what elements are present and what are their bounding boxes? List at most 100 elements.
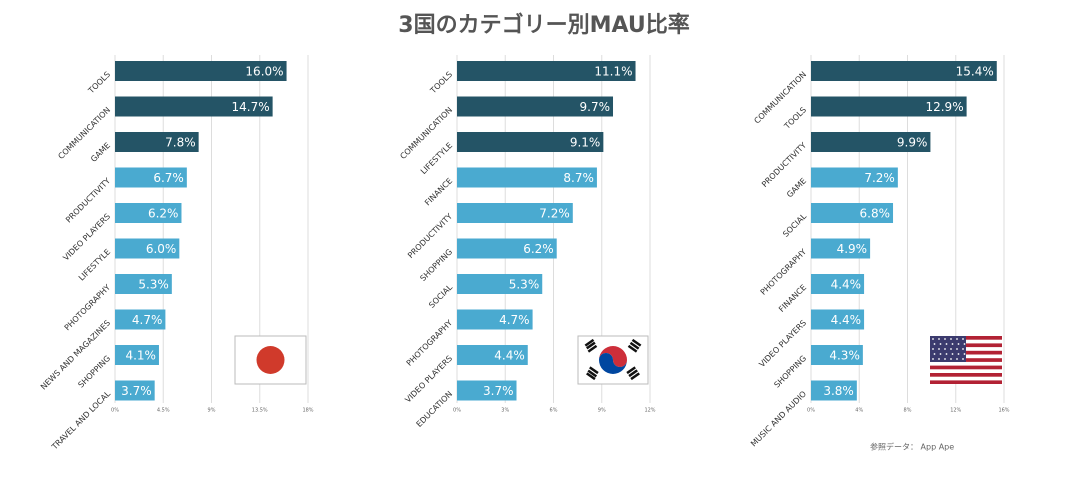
- flag-sun: [256, 346, 285, 374]
- star: [950, 348, 952, 350]
- star: [944, 338, 946, 340]
- bar: [115, 345, 159, 365]
- flag-taegeuk-blue: [599, 353, 627, 374]
- value-label: 11.1%: [594, 65, 632, 79]
- value-label: 4.7%: [499, 313, 530, 327]
- value-label: 6.2%: [148, 207, 179, 221]
- bar: [811, 238, 871, 259]
- bar: [811, 309, 865, 330]
- source-note: 参照データ： App Ape: [870, 442, 954, 452]
- x-tick-label: 12%: [950, 408, 961, 414]
- bar: [457, 96, 614, 117]
- bar: [457, 345, 528, 365]
- category-label: SOCIAL: [427, 282, 454, 309]
- category-label: GAME: [89, 141, 112, 164]
- value-label: 7.2%: [864, 171, 895, 185]
- star: [956, 338, 958, 340]
- bar: [115, 132, 199, 152]
- bar: [811, 167, 898, 188]
- bar: [457, 167, 597, 188]
- star: [932, 338, 934, 340]
- x-tick-label: 0%: [111, 408, 119, 414]
- value-label: 4.4%: [831, 278, 862, 292]
- bar: [115, 61, 287, 81]
- bar: [457, 61, 636, 81]
- x-tick-label: 9%: [598, 408, 606, 414]
- flag-trigrams: [584, 338, 642, 381]
- value-label: 5.3%: [509, 278, 540, 292]
- category-label: SOCIAL: [781, 211, 808, 238]
- star: [957, 353, 960, 355]
- value-label: 4.3%: [829, 349, 860, 363]
- value-label: 7.8%: [165, 136, 196, 150]
- flag-usa: [930, 336, 1002, 384]
- value-label: 4.9%: [837, 242, 868, 256]
- category-label: LIFESTYLE: [77, 247, 112, 282]
- star: [944, 348, 946, 350]
- bar: [811, 61, 997, 81]
- x-tick-label: 0%: [453, 408, 461, 414]
- value-label: 6.2%: [523, 242, 554, 256]
- bar: [811, 380, 857, 401]
- value-label: 8.7%: [563, 171, 594, 185]
- star: [938, 358, 940, 360]
- category-label: EDUCATION: [415, 389, 455, 429]
- flag-japan: [234, 335, 307, 385]
- value-label: 16.0%: [245, 65, 283, 79]
- value-label: 6.7%: [153, 171, 184, 185]
- star: [932, 348, 934, 350]
- category-label: LIFESTYLE: [419, 141, 454, 176]
- star: [950, 358, 952, 360]
- star: [951, 343, 954, 345]
- value-label: 4.7%: [132, 313, 163, 327]
- bar: [457, 203, 573, 223]
- bar: [457, 238, 557, 259]
- value-label: 4.1%: [125, 349, 156, 363]
- star: [951, 353, 954, 355]
- bar: [457, 309, 533, 330]
- star: [939, 343, 942, 345]
- bar: [811, 274, 865, 294]
- star: [945, 353, 948, 355]
- flag-taegeuk-red: [599, 346, 627, 367]
- flag-korea: [577, 335, 649, 385]
- star: [939, 353, 942, 355]
- bar: [457, 132, 604, 152]
- bar: [811, 345, 863, 365]
- category-label: SHOPPING: [418, 247, 454, 283]
- category-label: TOOLS: [86, 70, 112, 96]
- x-tick-label: 4%: [855, 408, 863, 414]
- star: [945, 343, 948, 345]
- bar: [811, 203, 894, 223]
- star: [933, 353, 936, 355]
- category-label: NEWS AND MAGAZINES: [39, 318, 112, 391]
- category-label: FINANCE: [423, 176, 454, 207]
- value-label: 12.9%: [925, 100, 963, 114]
- bar: [115, 96, 273, 117]
- x-tick-label: 12%: [644, 408, 655, 414]
- value-label: 5.3%: [138, 278, 169, 292]
- category-label: SHOPPING: [772, 354, 808, 390]
- x-tick-label: 3%: [501, 408, 509, 414]
- value-label: 3.8%: [823, 384, 854, 398]
- value-label: 7.2%: [539, 207, 570, 221]
- bar: [115, 203, 182, 223]
- bar: [115, 238, 180, 259]
- value-label: 9.9%: [897, 136, 928, 150]
- x-tick-label: 13.5%: [252, 408, 268, 414]
- category-label: FINANCE: [777, 283, 808, 314]
- category-label: TOOLS: [428, 70, 454, 96]
- category-label: GAME: [785, 176, 808, 199]
- value-label: 3.7%: [121, 384, 152, 398]
- bar: [811, 96, 967, 117]
- value-label: 9.1%: [570, 136, 601, 150]
- x-tick-label: 0%: [807, 408, 815, 414]
- value-label: 3.7%: [483, 384, 514, 398]
- star: [950, 338, 952, 340]
- bar: [811, 132, 931, 152]
- star: [957, 343, 960, 345]
- value-label: 4.4%: [831, 313, 862, 327]
- bar: [457, 380, 517, 401]
- x-tick-label: 9%: [208, 408, 216, 414]
